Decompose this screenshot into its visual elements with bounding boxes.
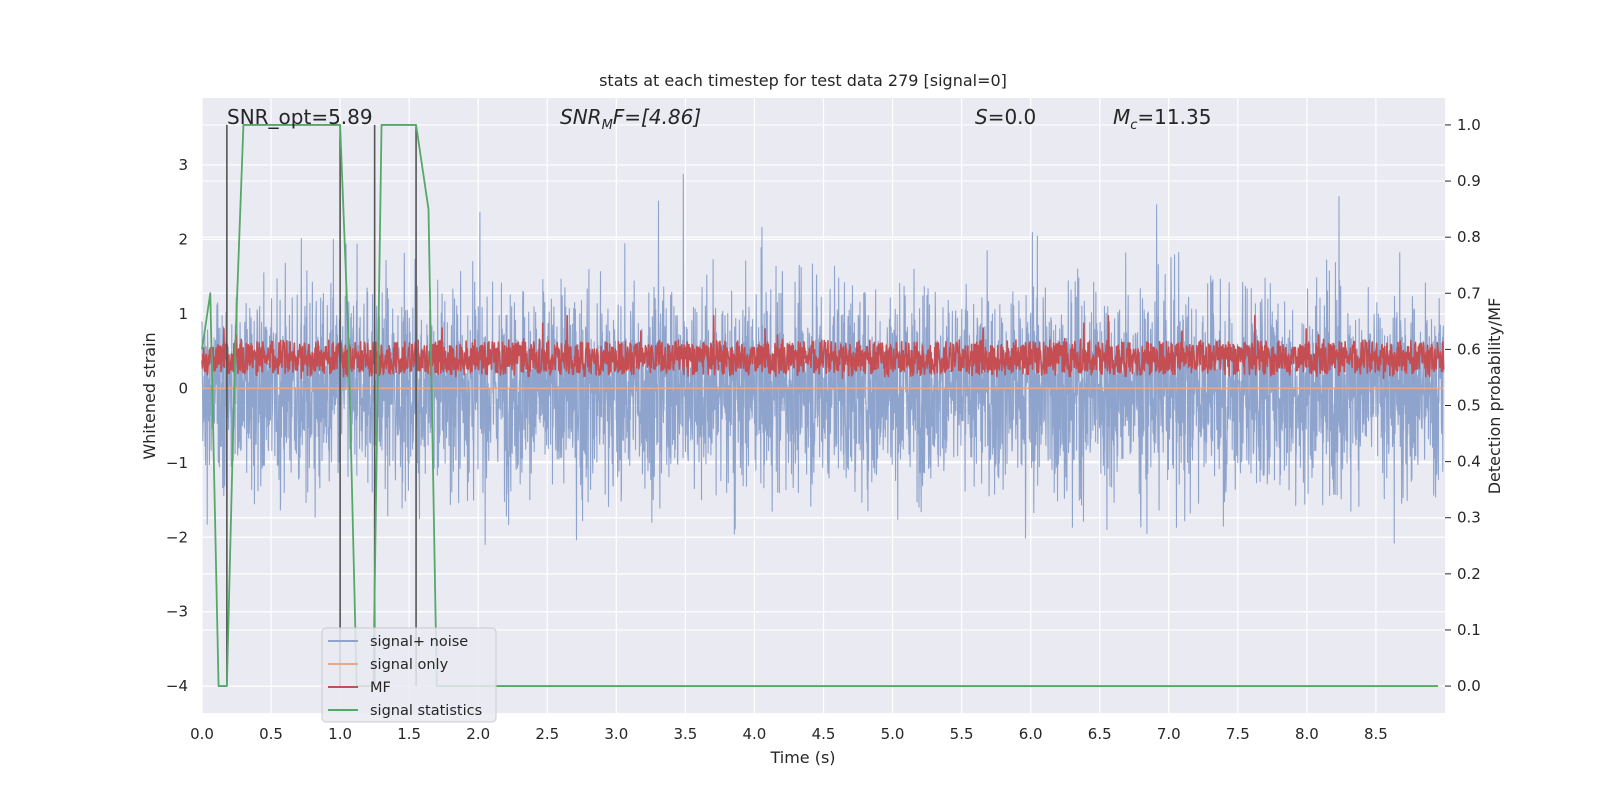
x-tick-label: 6.5 — [1088, 725, 1112, 743]
legend-label: MF — [370, 680, 391, 696]
y-tick-label-right: 0.6 — [1457, 340, 1481, 358]
annotation-snr-mf-sub: M — [602, 118, 613, 133]
y-tick-label-left: −1 — [166, 454, 188, 472]
legend: signal+ noise signal only MF signal statist… — [321, 627, 497, 723]
legend-box — [321, 627, 497, 723]
x-tick-label: 3.0 — [604, 725, 628, 743]
annotation-s: S=0.0 — [975, 105, 1036, 129]
x-tick-label: 4.0 — [743, 725, 767, 743]
annotation-mc-val: =11.35 — [1137, 105, 1211, 129]
y-tick-label-right: 0.5 — [1457, 397, 1481, 415]
series-signal-statistics — [201, 124, 1439, 687]
legend-label: signal+ noise — [370, 634, 468, 650]
plot-area: 0.0 0.5 1.0 1.5 2.0 2.5 3.0 3.5 4.0 4.5 5.0 5.5 6.0 6… — [166, 98, 1481, 743]
annotation-snr-mf-rest: F=[4.86] — [613, 105, 701, 129]
y-tick-label-right: 0.9 — [1457, 172, 1481, 190]
chart-title: stats at each timestep for test data 279… — [599, 71, 1007, 90]
x-tick-label: 8.0 — [1295, 725, 1319, 743]
x-tick-label: 2.5 — [535, 725, 559, 743]
y-tick-label-left: 2 — [178, 230, 188, 248]
annotation-snr-mf-base: SNR — [560, 105, 602, 129]
series-mf — [201, 314, 1445, 380]
annotation-snr-mf: SNRMF=[4.86] — [560, 105, 701, 133]
y-tick-label-left: −4 — [166, 677, 188, 695]
x-tick-label: 1.5 — [397, 725, 421, 743]
annotation-s-val: =0.0 — [988, 105, 1037, 129]
x-tick-label: 7.0 — [1157, 725, 1181, 743]
x-tick-label: 3.5 — [673, 725, 697, 743]
x-tick-label: 2.0 — [466, 725, 490, 743]
y-axis-label-left: Whitened strain — [140, 332, 159, 459]
x-tick-label: 0.0 — [190, 725, 214, 743]
x-tick-label: 5.0 — [881, 725, 905, 743]
annotation-mc: Mc=11.35 — [1113, 105, 1211, 133]
annotation-s-sym: S — [975, 105, 988, 129]
x-tick-label: 5.5 — [950, 725, 974, 743]
annotation-mc-sym: M — [1113, 105, 1130, 129]
y-axis-label-right: Detection probability/MF — [1485, 298, 1504, 495]
y-tick-label-right: 0.3 — [1457, 509, 1481, 527]
x-tick-label: 0.5 — [259, 725, 283, 743]
series-signal-noise — [201, 173, 1445, 546]
x-tick-label: 7.5 — [1226, 725, 1250, 743]
axis-ticks: 0.0 0.5 1.0 1.5 2.0 2.5 3.0 3.5 4.0 4.5 5.0 5.5 6.0 6… — [166, 116, 1481, 743]
x-tick-label: 1.0 — [328, 725, 352, 743]
y-tick-label-right: 0.8 — [1457, 228, 1481, 246]
legend-label: signal statistics — [370, 703, 482, 719]
y-tick-label-right: 0.4 — [1457, 453, 1481, 471]
x-tick-label: 6.0 — [1019, 725, 1043, 743]
annotation-mc-sub: c — [1130, 118, 1137, 133]
annotation-snr-opt: SNR_opt=5.89 — [227, 105, 373, 129]
y-tick-label-right: 1.0 — [1457, 116, 1481, 134]
y-tick-label-left: −2 — [166, 528, 188, 546]
y-tick-label-right: 0.0 — [1457, 677, 1481, 695]
y-tick-label-left: 1 — [178, 305, 188, 323]
y-tick-label-left: −3 — [166, 603, 188, 621]
legend-label: signal only — [370, 657, 449, 673]
y-tick-label-right: 0.7 — [1457, 284, 1481, 302]
y-tick-label-left: 0 — [178, 379, 188, 397]
x-axis-label: Time (s) — [769, 748, 835, 767]
y-tick-label-left: 3 — [178, 156, 188, 174]
y-tick-label-right: 0.2 — [1457, 565, 1481, 583]
x-tick-label: 4.5 — [812, 725, 836, 743]
y-tick-label-right: 0.1 — [1457, 621, 1481, 639]
x-tick-label: 8.5 — [1364, 725, 1388, 743]
